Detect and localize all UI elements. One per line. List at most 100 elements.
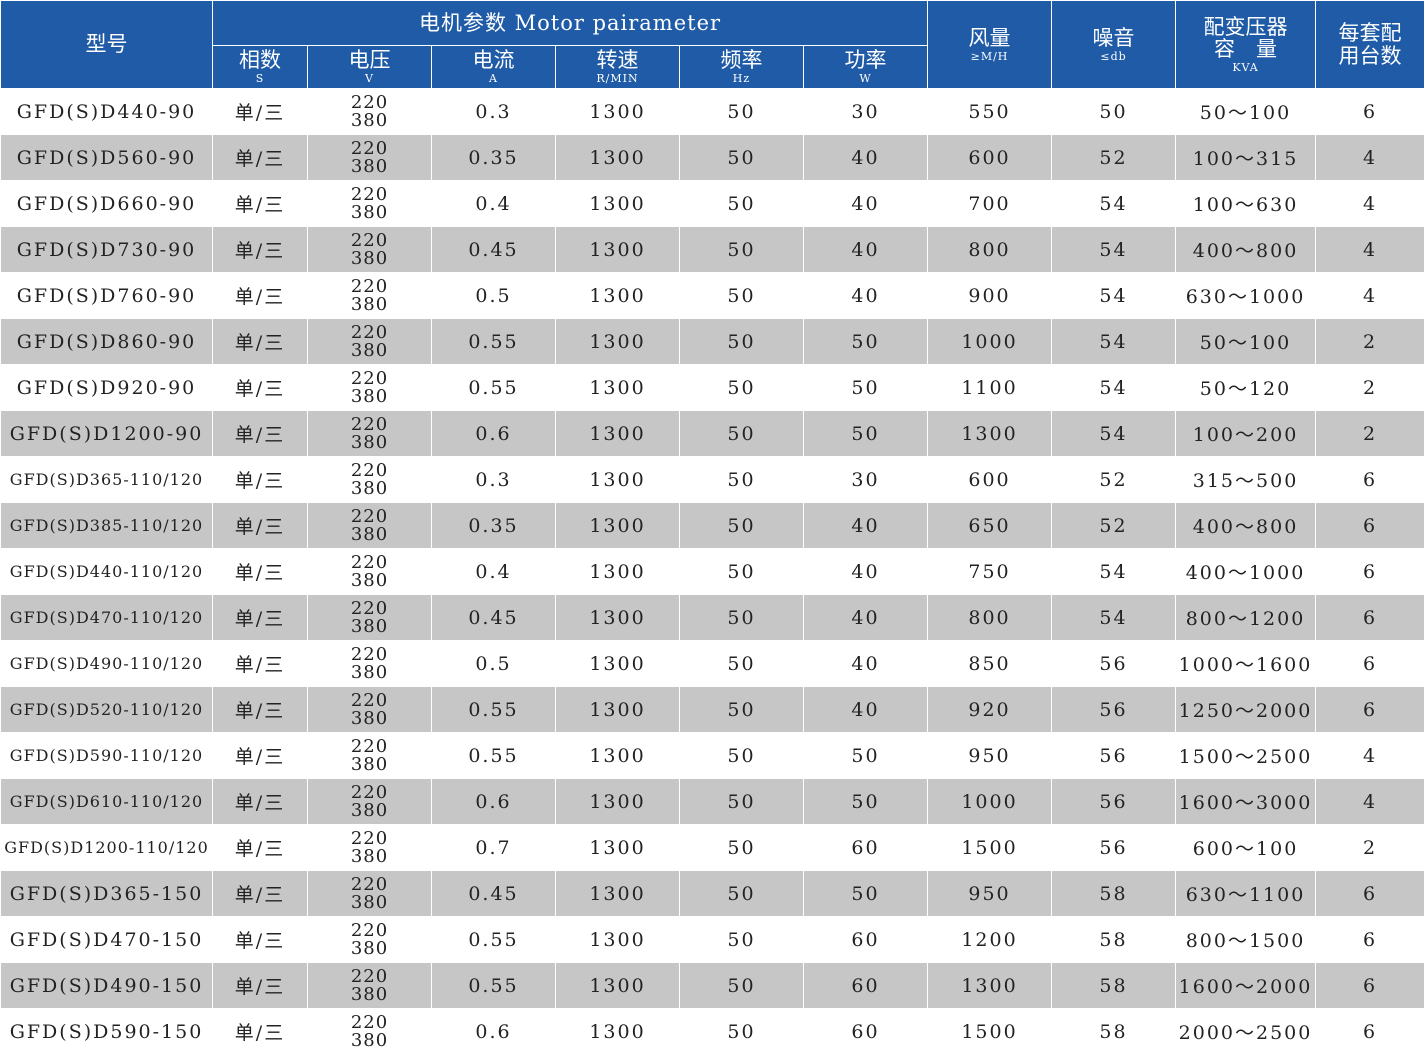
model-cell: GFD(S)D365-150 bbox=[0, 870, 213, 917]
speed-cell: 1300 bbox=[555, 870, 680, 917]
airflow-cell: 1500 bbox=[927, 1008, 1053, 1055]
transformer-capacity-cell: 50～120 bbox=[1175, 364, 1317, 411]
speed-cell: 1300 bbox=[555, 1008, 680, 1055]
table-row: GFD(S)D520-110/120 单/三 220 380 0.55 1300 50 40 9… bbox=[0, 686, 1424, 733]
table-row: GFD(S)D470-110/120 单/三 220 380 0.45 1300 50 40 8… bbox=[0, 594, 1424, 641]
header-airflow-label: 风量 bbox=[968, 25, 1011, 50]
power-cell: 40 bbox=[802, 272, 929, 319]
table-row: GFD(S)D730-90 单/三 220 380 0.45 1300 50 40 800 54 4… bbox=[0, 226, 1424, 273]
speed-cell: 1300 bbox=[555, 548, 680, 595]
frequency-cell: 50 bbox=[679, 134, 804, 181]
table-row: GFD(S)D1200-90 单/三 220 380 0.6 1300 50 50 1300 54… bbox=[0, 410, 1424, 457]
voltage-three: 380 bbox=[350, 937, 389, 959]
voltage-single: 220 bbox=[350, 506, 389, 528]
header-frequency-unit: Hz bbox=[732, 72, 751, 86]
power-cell: 50 bbox=[802, 732, 929, 779]
noise-cell: 56 bbox=[1051, 686, 1177, 733]
current-cell: 0.6 bbox=[431, 410, 556, 457]
frequency-cell: 50 bbox=[679, 870, 804, 917]
header-transformer-label1: 配变压器 bbox=[1203, 14, 1288, 39]
voltage-three: 380 bbox=[350, 1029, 389, 1051]
power-cell: 50 bbox=[802, 778, 929, 825]
transformer-capacity-cell: 400～800 bbox=[1175, 226, 1317, 273]
airflow-cell: 920 bbox=[927, 686, 1053, 733]
table-row: GFD(S)D440-110/120 单/三 220 380 0.4 1300 50 40 75… bbox=[0, 548, 1424, 595]
voltage-three: 380 bbox=[350, 753, 389, 775]
voltage-single: 220 bbox=[350, 368, 389, 390]
voltage-three: 380 bbox=[350, 983, 389, 1005]
voltage-cell: 220 380 bbox=[307, 502, 432, 549]
table-body: GFD(S)D440-90 单/三 220 380 0.3 1300 50 30 550 50 50… bbox=[0, 88, 1424, 1055]
airflow-cell: 1000 bbox=[927, 318, 1053, 365]
current-cell: 0.55 bbox=[431, 962, 556, 1009]
table-row: GFD(S)D365-150 单/三 220 380 0.45 1300 50 50 950 58… bbox=[0, 870, 1424, 917]
current-cell: 0.35 bbox=[431, 134, 556, 181]
model-cell: GFD(S)D490-110/120 bbox=[0, 640, 213, 687]
phase-cell: 单/三 bbox=[212, 88, 308, 135]
noise-cell: 50 bbox=[1051, 88, 1177, 135]
noise-cell: 54 bbox=[1051, 226, 1177, 273]
frequency-cell: 50 bbox=[679, 410, 804, 457]
noise-cell: 54 bbox=[1051, 548, 1177, 595]
model-cell: GFD(S)D730-90 bbox=[0, 226, 213, 273]
speed-cell: 1300 bbox=[555, 364, 680, 411]
units-per-set-cell: 6 bbox=[1315, 88, 1424, 135]
phase-cell: 单/三 bbox=[212, 548, 308, 595]
transformer-capacity-cell: 100～630 bbox=[1175, 180, 1317, 227]
transformer-capacity-cell: 1600～2000 bbox=[1175, 962, 1317, 1009]
speed-cell: 1300 bbox=[555, 226, 680, 273]
noise-cell: 54 bbox=[1051, 318, 1177, 365]
model-cell: GFD(S)D590-110/120 bbox=[0, 732, 213, 779]
power-cell: 50 bbox=[802, 364, 929, 411]
phase-cell: 单/三 bbox=[212, 134, 308, 181]
speed-cell: 1300 bbox=[555, 778, 680, 825]
voltage-single: 220 bbox=[350, 276, 389, 298]
transformer-capacity-cell: 50～100 bbox=[1175, 88, 1317, 135]
power-cell: 30 bbox=[802, 88, 929, 135]
transformer-capacity-cell: 100～315 bbox=[1175, 134, 1317, 181]
voltage-three: 380 bbox=[350, 385, 389, 407]
power-cell: 40 bbox=[802, 226, 929, 273]
phase-cell: 单/三 bbox=[212, 640, 308, 687]
header-speed-unit: R/MIN bbox=[596, 72, 639, 86]
current-cell: 0.55 bbox=[431, 318, 556, 365]
voltage-single: 220 bbox=[350, 414, 389, 436]
model-cell: GFD(S)D470-110/120 bbox=[0, 594, 213, 641]
transformer-capacity-cell: 1250～2000 bbox=[1175, 686, 1317, 733]
table-row: GFD(S)D590-110/120 单/三 220 380 0.55 1300 50 50 9… bbox=[0, 732, 1424, 779]
transformer-capacity-cell: 1500～2500 bbox=[1175, 732, 1317, 779]
transformer-capacity-cell: 50～100 bbox=[1175, 318, 1317, 365]
voltage-cell: 220 380 bbox=[307, 180, 432, 227]
frequency-cell: 50 bbox=[679, 364, 804, 411]
voltage-cell: 220 380 bbox=[307, 962, 432, 1009]
speed-cell: 1300 bbox=[555, 318, 680, 365]
phase-cell: 单/三 bbox=[212, 272, 308, 319]
noise-cell: 58 bbox=[1051, 916, 1177, 963]
voltage-cell: 220 380 bbox=[307, 916, 432, 963]
frequency-cell: 50 bbox=[679, 548, 804, 595]
units-per-set-cell: 2 bbox=[1315, 318, 1424, 365]
table-row: GFD(S)D920-90 单/三 220 380 0.55 1300 50 50 1100 54… bbox=[0, 364, 1424, 411]
header-units-label1: 每套配 bbox=[1338, 21, 1402, 46]
speed-cell: 1300 bbox=[555, 456, 680, 503]
voltage-three: 380 bbox=[350, 477, 389, 499]
frequency-cell: 50 bbox=[679, 502, 804, 549]
voltage-single: 220 bbox=[350, 736, 389, 758]
phase-cell: 单/三 bbox=[212, 778, 308, 825]
model-cell: GFD(S)D1200-110/120 bbox=[0, 824, 213, 871]
voltage-cell: 220 380 bbox=[307, 88, 432, 135]
model-cell: GFD(S)D520-110/120 bbox=[0, 686, 213, 733]
phase-cell: 单/三 bbox=[212, 364, 308, 411]
header-speed: 转速 R/MIN bbox=[555, 45, 680, 89]
noise-cell: 56 bbox=[1051, 732, 1177, 779]
current-cell: 0.45 bbox=[431, 870, 556, 917]
voltage-single: 220 bbox=[350, 138, 389, 160]
table-row: GFD(S)D1200-110/120 单/三 220 380 0.7 1300 50 60 1… bbox=[0, 824, 1424, 871]
noise-cell: 56 bbox=[1051, 824, 1177, 871]
table-row: GFD(S)D385-110/120 单/三 220 380 0.35 1300 50 40 6… bbox=[0, 502, 1424, 549]
phase-cell: 单/三 bbox=[212, 870, 308, 917]
voltage-three: 380 bbox=[350, 201, 389, 223]
voltage-three: 380 bbox=[350, 569, 389, 591]
power-cell: 40 bbox=[802, 686, 929, 733]
voltage-cell: 220 380 bbox=[307, 640, 432, 687]
